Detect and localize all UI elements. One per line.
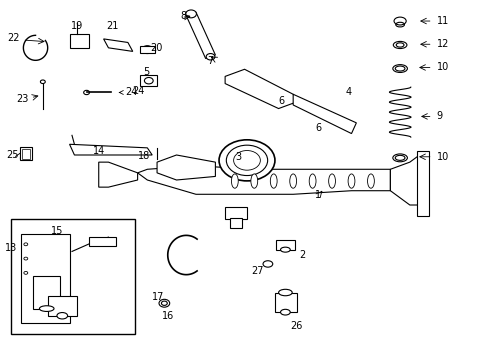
Ellipse shape [83, 90, 89, 95]
Ellipse shape [24, 257, 28, 260]
Ellipse shape [41, 80, 45, 84]
Text: 19: 19 [71, 21, 83, 31]
Ellipse shape [280, 309, 290, 315]
Text: 24: 24 [119, 87, 138, 98]
Polygon shape [103, 39, 132, 51]
Ellipse shape [367, 174, 374, 188]
Ellipse shape [263, 261, 272, 267]
Ellipse shape [24, 271, 28, 274]
Ellipse shape [24, 243, 28, 246]
Ellipse shape [270, 174, 277, 188]
Bar [48, 296, 77, 316]
Ellipse shape [233, 150, 260, 170]
Text: 16: 16 [162, 311, 174, 321]
Text: 9: 9 [436, 111, 442, 121]
Ellipse shape [289, 174, 296, 188]
Bar [33, 276, 60, 309]
Ellipse shape [159, 299, 169, 307]
Text: 11: 11 [436, 16, 448, 26]
Ellipse shape [226, 145, 267, 176]
Bar [224, 207, 246, 219]
Ellipse shape [308, 174, 315, 188]
Polygon shape [293, 94, 356, 134]
Ellipse shape [144, 77, 153, 84]
Text: 26: 26 [290, 321, 302, 332]
Text: 25: 25 [6, 150, 19, 160]
Text: 21: 21 [106, 21, 118, 31]
Ellipse shape [278, 289, 292, 296]
Bar [276, 240, 294, 249]
Polygon shape [137, 166, 389, 194]
Ellipse shape [231, 174, 238, 188]
Ellipse shape [206, 54, 214, 60]
Bar [274, 293, 296, 312]
Bar [22, 149, 30, 158]
Polygon shape [389, 155, 419, 205]
Text: 27: 27 [251, 266, 264, 276]
Bar [21, 234, 69, 323]
Bar [229, 217, 242, 228]
Text: 12: 12 [436, 39, 448, 49]
Polygon shape [157, 155, 215, 180]
Text: 3: 3 [235, 152, 241, 162]
Text: 6: 6 [315, 123, 321, 133]
Polygon shape [140, 75, 157, 86]
Ellipse shape [250, 174, 257, 188]
Ellipse shape [219, 140, 274, 181]
Bar [20, 147, 32, 160]
Text: 20: 20 [149, 43, 162, 53]
Text: 17: 17 [152, 292, 164, 302]
Polygon shape [186, 12, 215, 59]
Text: 14: 14 [92, 146, 104, 156]
Ellipse shape [142, 46, 152, 54]
Text: 8: 8 [181, 12, 186, 21]
Text: 7: 7 [206, 56, 213, 66]
Text: 23: 23 [16, 94, 28, 104]
Ellipse shape [328, 174, 335, 188]
Bar [140, 46, 154, 53]
Ellipse shape [280, 247, 290, 252]
Ellipse shape [347, 174, 354, 188]
Text: 22: 22 [7, 33, 20, 43]
Text: 2: 2 [299, 250, 305, 260]
Polygon shape [224, 69, 297, 109]
Text: 13: 13 [5, 243, 17, 253]
Text: 15: 15 [51, 226, 63, 236]
Polygon shape [69, 144, 152, 155]
Bar [416, 152, 428, 216]
Ellipse shape [57, 312, 67, 319]
Text: 4: 4 [345, 87, 351, 98]
Ellipse shape [185, 10, 196, 18]
Text: 10: 10 [436, 63, 448, 72]
Bar [11, 219, 135, 334]
Text: 10: 10 [436, 152, 448, 162]
Text: 1: 1 [315, 190, 321, 200]
Polygon shape [69, 33, 89, 48]
Text: 18: 18 [137, 151, 149, 161]
Text: 6: 6 [278, 96, 285, 107]
Bar [89, 237, 116, 246]
Text: 24: 24 [132, 86, 144, 96]
Ellipse shape [161, 301, 167, 305]
Polygon shape [99, 162, 137, 187]
Text: 5: 5 [143, 67, 149, 77]
Ellipse shape [40, 306, 54, 311]
